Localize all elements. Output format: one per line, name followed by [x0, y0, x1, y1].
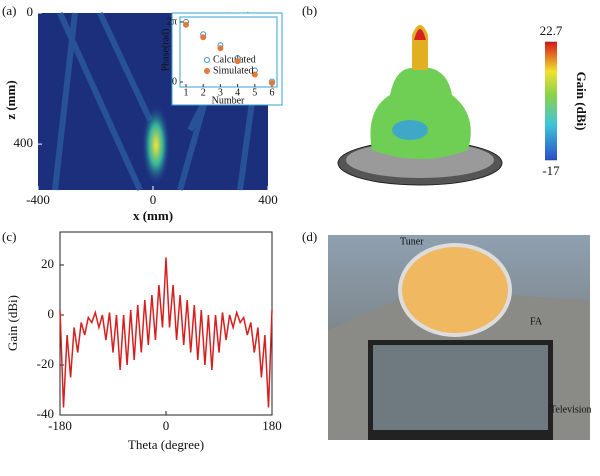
point: [217, 45, 224, 52]
x-tick-label: 2: [201, 87, 206, 98]
legend-label: Calculated: [213, 54, 256, 65]
legend-marker: [204, 57, 210, 63]
pattern-body: [370, 68, 471, 159]
point: [200, 34, 207, 41]
legend-marker: [204, 68, 210, 74]
x-axis-label: x (mm): [133, 208, 173, 223]
y-tick-label: 0: [27, 4, 34, 19]
y-tick-label: 0: [172, 76, 177, 87]
x-axis-label: Theta (degree): [128, 437, 204, 452]
photo-tv-screen: [373, 345, 548, 430]
x-tick-label: 4: [235, 87, 240, 98]
panel-label: (b): [302, 3, 317, 18]
y-tick-label: 2π: [167, 16, 177, 27]
line: [59, 257, 273, 408]
heatmap-focus: [142, 105, 170, 185]
photo-label: Tuner: [400, 236, 424, 247]
x-tick-label: 400: [258, 192, 278, 207]
colorbar-label: Gain (dBi): [574, 72, 589, 131]
y-tick-label: -40: [37, 406, 54, 421]
x-axis-label: Number: [212, 95, 245, 106]
pattern-peak: [414, 29, 426, 40]
pattern-dip: [392, 120, 428, 140]
plot-frame: [179, 16, 278, 88]
colorbar: [545, 42, 557, 160]
point: [183, 21, 189, 28]
point: [251, 71, 258, 78]
x-tick-label: -400: [26, 192, 50, 207]
y-axis-label: Gain (dBi): [5, 295, 20, 351]
photo-label: Television: [550, 404, 592, 415]
point: [234, 58, 241, 65]
y-tick-label: 20: [41, 256, 54, 271]
photo-label: FA: [530, 316, 543, 327]
x-tick-label: 5: [252, 87, 257, 98]
inset-box: [171, 12, 283, 106]
y-tick-label: 0: [48, 306, 55, 321]
x-tick-label: 0: [163, 418, 170, 433]
y-axis-label: z (mm): [3, 80, 18, 119]
x-tick-label: 6: [270, 87, 275, 98]
panel-label: (d): [302, 229, 317, 244]
panel-label: (c): [2, 229, 16, 244]
x-tick-label: 3: [218, 87, 223, 98]
y-axis-label: Phase(rad): [160, 29, 171, 72]
y-tick-label: 400: [14, 135, 34, 150]
point: [269, 80, 275, 87]
x-tick-label: 180: [262, 418, 282, 433]
legend-label: Simulated: [213, 65, 254, 76]
colorbar-tick-label: 22.7: [540, 23, 563, 38]
x-tick-label: 1: [184, 87, 189, 98]
photo-lens: [398, 243, 512, 337]
y-tick-label: -20: [37, 356, 54, 371]
panel-label: (a): [2, 3, 16, 18]
x-tick-label: -180: [48, 418, 72, 433]
colorbar-tick-label: -17: [542, 163, 560, 178]
x-tick-label: 0: [150, 192, 157, 207]
